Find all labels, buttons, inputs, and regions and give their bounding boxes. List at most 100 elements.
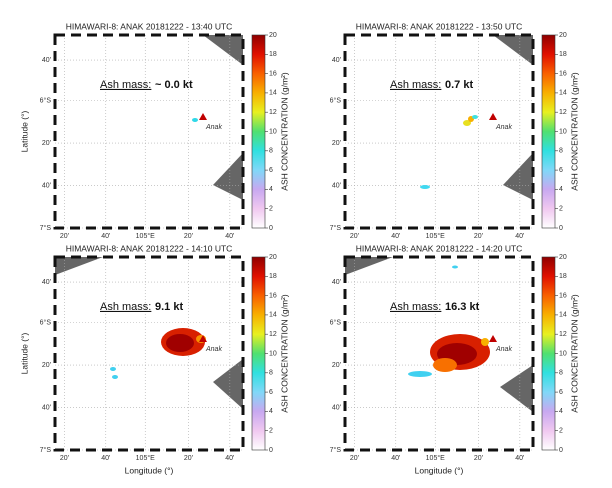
y-tick-label: 40' bbox=[42, 404, 51, 411]
colorbar-tick-label: 18 bbox=[269, 51, 277, 58]
land bbox=[345, 257, 393, 275]
ash-plume bbox=[481, 338, 489, 346]
colorbar-tick-label: 6 bbox=[559, 389, 563, 396]
panel-title: HIMAWARI-8: ANAK 20181222 - 13:40 UTC bbox=[66, 21, 233, 31]
ash-mass-value: 16.3 kt bbox=[445, 301, 480, 313]
colorbar-tick-label: 4 bbox=[559, 408, 563, 415]
colorbar-tick-label: 18 bbox=[559, 273, 567, 280]
colorbar-tick-label: 8 bbox=[269, 148, 273, 155]
y-tick-label: 6°S bbox=[330, 318, 342, 326]
colorbar-label: ASH CONCENTRATION (g/m²) bbox=[279, 72, 289, 191]
colorbar-tick-label: 12 bbox=[559, 109, 567, 116]
volcano-marker bbox=[199, 113, 207, 120]
colorbar-tick-label: 14 bbox=[269, 90, 277, 97]
volcano-label: Anak bbox=[495, 346, 512, 353]
volcano-marker bbox=[199, 335, 207, 342]
y-tick-label: 7°S bbox=[40, 224, 52, 232]
x-tick-label: 105°E bbox=[136, 454, 155, 462]
y-tick-label: 20' bbox=[42, 140, 51, 147]
ash-plume bbox=[408, 371, 432, 377]
x-tick-label: 105°E bbox=[426, 232, 445, 240]
colorbar-label: ASH CONCENTRATION (g/m²) bbox=[279, 294, 289, 413]
colorbar-tick-label: 2 bbox=[559, 206, 563, 213]
ash-mass-label: Ash mass: bbox=[390, 301, 441, 313]
y-axis-label: Latitude (°) bbox=[19, 110, 29, 152]
land bbox=[500, 365, 533, 412]
y-tick-label: 40' bbox=[332, 279, 341, 286]
colorbar-tick-label: 20 bbox=[269, 254, 277, 261]
ash-plume bbox=[192, 118, 198, 122]
colorbar-tick-label: 16 bbox=[559, 292, 567, 299]
map-frame bbox=[343, 255, 535, 452]
colorbar-label: ASH CONCENTRATION (g/m²) bbox=[569, 294, 579, 413]
map-panel: Anak Ash mass: ~ 0.0 kt HIMAWARI-8: ANAK 20… bbox=[19, 21, 289, 240]
x-tick-label: 40' bbox=[225, 233, 234, 240]
colorbar-tick-label: 20 bbox=[559, 32, 567, 39]
x-tick-label: 40' bbox=[101, 455, 110, 462]
x-tick-label: 20' bbox=[60, 233, 69, 240]
x-tick-label: 20' bbox=[184, 455, 193, 462]
volcano-marker bbox=[489, 335, 497, 342]
y-tick-label: 6°S bbox=[330, 96, 342, 104]
colorbar-tick-label: 10 bbox=[269, 128, 277, 135]
map-frame bbox=[53, 33, 245, 230]
volcano-label: Anak bbox=[495, 124, 512, 131]
x-tick-label: 40' bbox=[101, 233, 110, 240]
x-tick-label: 20' bbox=[474, 233, 483, 240]
y-tick-label: 40' bbox=[332, 404, 341, 411]
y-tick-label: 40' bbox=[42, 279, 51, 286]
x-tick-label: 20' bbox=[474, 455, 483, 462]
x-axis-label: Longitude (°) bbox=[125, 465, 174, 475]
map-frame bbox=[343, 33, 535, 230]
land bbox=[213, 359, 243, 409]
ash-mass-label: Ash mass: bbox=[100, 79, 151, 91]
colorbar bbox=[251, 256, 266, 451]
x-tick-label: 20' bbox=[60, 455, 69, 462]
map-panel: Anak Ash mass: 0.7 kt HIMAWARI-8: ANAK 2018… bbox=[330, 21, 580, 240]
land bbox=[493, 35, 533, 65]
y-tick-label: 6°S bbox=[40, 96, 52, 104]
colorbar-tick-label: 0 bbox=[269, 225, 273, 232]
y-tick-label: 20' bbox=[332, 140, 341, 147]
x-tick-label: 40' bbox=[515, 233, 524, 240]
x-axis-label: Longitude (°) bbox=[415, 465, 464, 475]
colorbar-tick-label: 18 bbox=[269, 273, 277, 280]
colorbar-tick-label: 0 bbox=[559, 447, 563, 454]
ash-mass-label: Ash mass: bbox=[100, 301, 151, 313]
panel-title: HIMAWARI-8: ANAK 20181222 - 13:50 UTC bbox=[356, 21, 523, 31]
y-tick-label: 20' bbox=[42, 362, 51, 369]
y-tick-label: 7°S bbox=[330, 224, 342, 232]
map-background bbox=[55, 257, 243, 450]
colorbar-tick-label: 10 bbox=[269, 350, 277, 357]
y-tick-label: 7°S bbox=[330, 446, 342, 454]
ash-mass-value: 0.7 kt bbox=[445, 79, 473, 91]
ash-mass-value: 9.1 kt bbox=[155, 301, 183, 313]
x-tick-label: 20' bbox=[350, 233, 359, 240]
colorbar-tick-label: 12 bbox=[269, 109, 277, 116]
ash-plume bbox=[420, 185, 430, 189]
colorbar-tick-label: 16 bbox=[269, 292, 277, 299]
x-tick-label: 40' bbox=[515, 455, 524, 462]
colorbar-tick-label: 12 bbox=[559, 331, 567, 338]
colorbar-tick-label: 8 bbox=[559, 370, 563, 377]
panel-title: HIMAWARI-8: ANAK 20181222 - 14:20 UTC bbox=[356, 243, 523, 253]
colorbar-tick-label: 4 bbox=[269, 408, 273, 415]
colorbar-tick-label: 0 bbox=[269, 447, 273, 454]
colorbar-tick-label: 10 bbox=[559, 350, 567, 357]
colorbar-tick-label: 8 bbox=[269, 370, 273, 377]
colorbar-tick-label: 4 bbox=[269, 186, 273, 193]
colorbar-tick-label: 2 bbox=[269, 428, 273, 435]
colorbar-tick-label: 8 bbox=[559, 148, 563, 155]
x-tick-label: 40' bbox=[225, 455, 234, 462]
ash-mass-label: Ash mass: bbox=[390, 79, 441, 91]
y-tick-label: 40' bbox=[42, 182, 51, 189]
ash-plume bbox=[452, 265, 458, 269]
x-tick-label: 20' bbox=[350, 455, 359, 462]
x-tick-label: 105°E bbox=[426, 454, 445, 462]
colorbar-tick-label: 2 bbox=[269, 206, 273, 213]
y-tick-label: 40' bbox=[42, 57, 51, 64]
y-tick-label: 20' bbox=[332, 362, 341, 369]
x-tick-label: 40' bbox=[391, 455, 400, 462]
x-tick-label: 40' bbox=[391, 233, 400, 240]
